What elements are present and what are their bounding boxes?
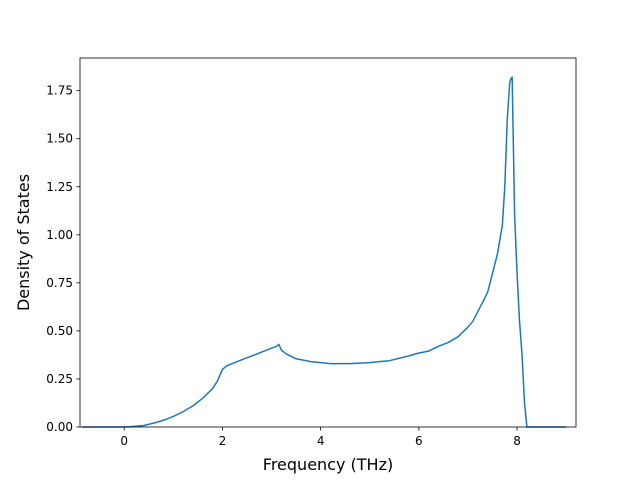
y-tick-label: 1.00 [46, 228, 73, 242]
x-axis-title: Frequency (THz) [263, 455, 393, 474]
y-tick-label: 0.75 [46, 276, 73, 290]
y-tick-label: 0.00 [46, 420, 73, 434]
y-tick-label: 0.25 [46, 372, 73, 386]
x-tick-label: 6 [415, 434, 423, 448]
x-tick-label: 4 [317, 434, 325, 448]
y-axis-title: Density of States [14, 174, 33, 311]
y-tick-label: 1.75 [46, 84, 73, 98]
x-tick-label: 8 [513, 434, 521, 448]
dos-line [82, 76, 567, 428]
x-axis-ticks: 0 2 4 6 8 [120, 427, 521, 448]
y-tick-label: 1.50 [46, 132, 73, 146]
y-tick-label: 0.50 [46, 324, 73, 338]
x-tick-label: 0 [120, 434, 128, 448]
y-tick-label: 1.25 [46, 180, 73, 194]
y-axis-ticks: 0.00 0.25 0.50 0.75 1.00 1.25 1.50 1.75 [46, 84, 80, 434]
plot-frame [79, 57, 577, 428]
x-tick-label: 2 [219, 434, 227, 448]
plot-area: 0 2 4 6 8 0.00 0.25 0.50 0.75 1.00 1.25 1.50 1.75 [46, 57, 577, 448]
